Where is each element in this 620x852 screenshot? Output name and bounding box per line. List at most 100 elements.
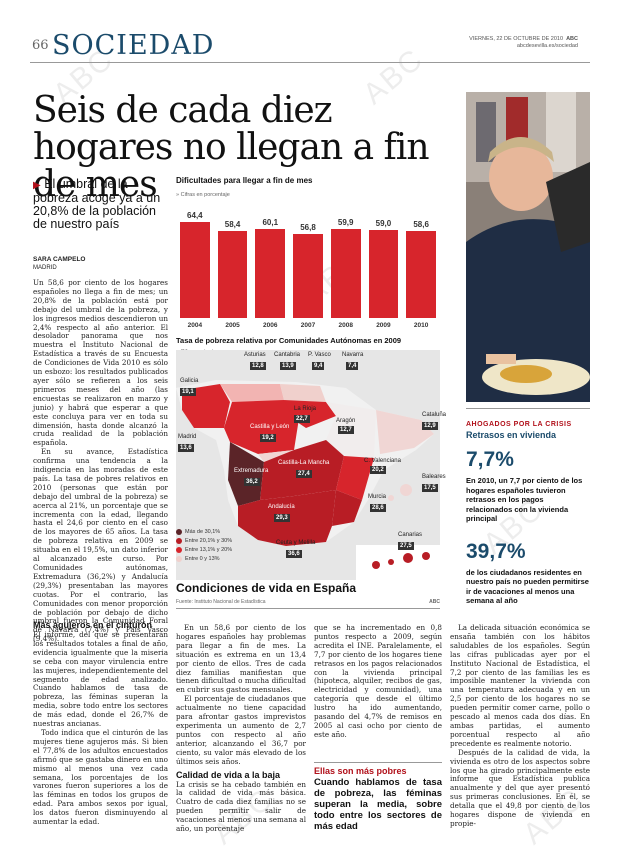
paragraph: El porcentaje de ciudadanos que actualme…	[176, 694, 306, 766]
bar-value-label: 59,9	[337, 218, 354, 227]
map-label: Madrid	[178, 434, 197, 440]
map-value: 19,2	[260, 434, 276, 442]
infographic-source: Fuente: Instituto Nacional de Estadístic…	[176, 599, 440, 605]
bar-value-label: 59,0	[375, 219, 392, 229]
bar-value-label: 60,1	[262, 217, 279, 227]
author: SARA CAMPELO	[33, 256, 86, 263]
bar-year-label: 2008	[338, 322, 353, 329]
bar-year-label: 2010	[413, 322, 429, 329]
stat-value: 7,7%	[466, 448, 514, 471]
paragraph: La delicada situación económica se ensañ…	[450, 623, 590, 748]
photo-woman-food	[466, 92, 590, 402]
bar-year-label: 2009	[376, 322, 391, 329]
header-info: VIERNES, 22 DE OCTUBRE DE 2010 ABC abcde…	[469, 36, 578, 50]
map-value: 27,4	[296, 470, 312, 478]
divider	[176, 608, 440, 609]
header-rule	[30, 62, 590, 63]
paragraph: En un 58,6 por ciento de los hogares esp…	[176, 623, 306, 695]
paragraph: En su avance, Estadística confirma una t…	[33, 447, 168, 644]
map-value: 12,9	[422, 422, 438, 430]
map-value: 17,5	[422, 484, 438, 492]
legend-swatch	[176, 555, 182, 562]
bar	[255, 228, 286, 318]
map-label: Cataluña	[422, 412, 447, 418]
legend-swatch	[176, 528, 182, 535]
infographic-brand: ABC	[429, 599, 440, 605]
paragraph: Después de la calidad de vida, la vivien…	[450, 747, 590, 828]
map-value: 22,7	[294, 415, 310, 423]
map-label: Murcia	[368, 494, 387, 500]
map-value: 13,9	[280, 362, 296, 370]
map-label: Baleares	[422, 474, 446, 480]
header-date: VIERNES, 22 DE OCTUBRE DE 2010	[469, 36, 564, 42]
source-text: Fuente: Instituto Nacional de Estadístic…	[176, 599, 266, 605]
map-value: 13,6	[178, 444, 194, 452]
body-column-4: La delicada situación económica se ensañ…	[450, 623, 590, 829]
map-label: C. Valenciana	[364, 458, 401, 464]
bar-chart: Dificultades para llegar a fin de mes » …	[176, 176, 440, 336]
header-site[interactable]: abcdesevilla.es/sociedad	[516, 43, 578, 49]
stat-value: 39,7%	[466, 539, 526, 563]
bar-value-label: 58,6	[413, 219, 429, 229]
sidebar-top-rule	[466, 408, 590, 421]
legend-swatch	[176, 537, 182, 544]
bar-value-label: 58,4	[224, 220, 241, 230]
map-value: 27,5	[398, 542, 414, 550]
infographic-title: Condiciones de vida en España	[176, 581, 357, 595]
map-infographic: Tasa de pobreza relativa por Comunidades…	[176, 336, 446, 581]
stat-text: de los ciudadanos residentes en nuestro …	[466, 567, 589, 606]
headline: Seis de cada diez hogares no llegan a fi…	[33, 90, 430, 205]
map-value: 28,6	[370, 504, 386, 512]
map-label: Castilla-La Mancha	[278, 460, 330, 466]
paragraph: Todo indica que el cinturón de las mujer…	[33, 727, 168, 827]
bar	[293, 233, 323, 318]
subheading: Más agujeros en el cinturón	[33, 620, 153, 630]
map-label: Ceuta y Melilla	[276, 540, 316, 546]
map-label: Castilla y León	[250, 424, 290, 430]
lead: ▶ El umbral de la pobreza acoge ya a un …	[33, 178, 168, 231]
legend-label: Más de 30,1%	[185, 529, 221, 535]
map-value: 29,3	[274, 514, 290, 522]
body-column-1: Un 58,6 por ciento de los hogares españo…	[33, 278, 168, 644]
bar-value-label: 56,8	[300, 222, 316, 232]
body-column-1-lower: Más agujeros en el cinturón El informe, …	[33, 620, 168, 827]
legend-label: Entre 20,1% y 30%	[185, 538, 233, 544]
map-label: Cantabria	[274, 352, 301, 358]
map-label: La Rioja	[294, 406, 317, 412]
infographic-footer: Condiciones de vida en España Fuente: In…	[176, 581, 440, 605]
subheading: Calidad de vida a la baja	[176, 769, 281, 780]
map-value: 19,1	[180, 388, 196, 396]
legend-label: Entre 0 y 13%	[185, 556, 220, 562]
bar-year-label: 2007	[300, 322, 316, 329]
map-label: P. Vasco	[308, 352, 331, 358]
legend-swatch	[176, 546, 182, 553]
bar-year-label: 2005	[225, 322, 240, 329]
pull-kicker: Ellas son más pobres	[314, 765, 407, 776]
bar	[368, 230, 399, 318]
bar	[217, 231, 248, 318]
page-number: 66	[32, 38, 49, 53]
chart-subtitle-text: Cifras en porcentaje	[180, 192, 230, 198]
pull-text: Cuando hablamos de tasa de pobreza, las …	[314, 776, 442, 832]
place: MADRID	[33, 265, 57, 271]
section-title: SOCIEDAD	[52, 30, 215, 61]
map-value: 36,2	[244, 478, 260, 486]
map-label: Aragón	[336, 418, 356, 424]
legend-item: Entre 0 y 13%	[176, 555, 232, 564]
map-value: 7,4	[346, 362, 359, 370]
body-column-2: En un 58,6 por ciento de los hogares esp…	[176, 623, 306, 834]
chart-subtitle: » Cifras en porcentaje	[176, 192, 230, 198]
map-label: Navarra	[342, 352, 364, 358]
map-value: 20,2	[370, 466, 386, 474]
bar-year-label: 2004	[187, 322, 203, 329]
bar	[406, 230, 436, 318]
chart-title: Dificultades para llegar a fin de mes	[176, 176, 313, 185]
sidebar-kicker: AHOGADOS POR LA CRISIS	[466, 421, 572, 428]
map-value: 12,8	[250, 362, 266, 370]
bar-year-label: 2006	[263, 322, 278, 329]
legend-item: Más de 30,1%	[176, 528, 232, 537]
map-label: Galicia	[180, 378, 199, 384]
paragraph: Un 58,6 por ciento de los hogares españo…	[33, 278, 168, 448]
triangle-icon: ▶	[33, 180, 41, 191]
bar	[180, 222, 210, 318]
